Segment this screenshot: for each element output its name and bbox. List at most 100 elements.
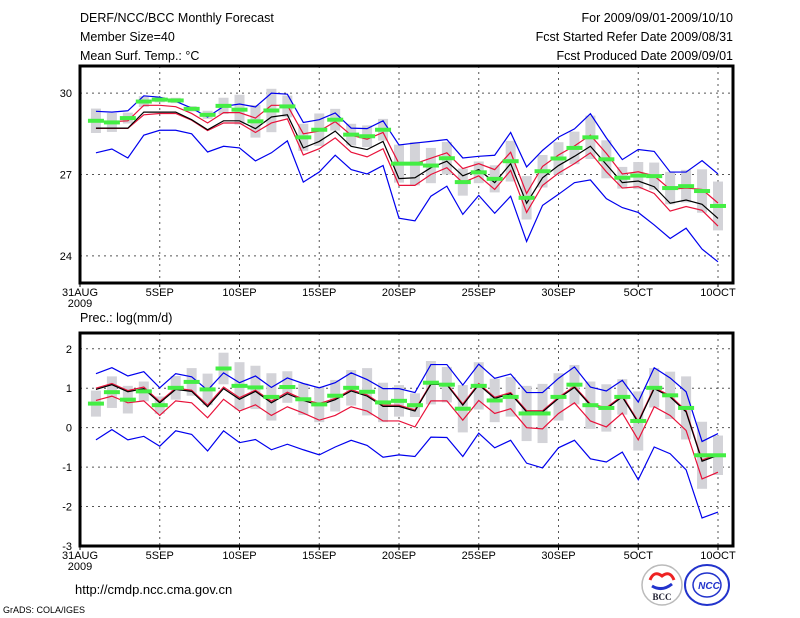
member-marker <box>598 157 615 162</box>
x-tick-label: 5SEP <box>146 550 174 562</box>
member-marker <box>550 394 567 399</box>
member-marker <box>119 397 136 402</box>
member-marker <box>199 387 216 392</box>
member-marker <box>470 170 487 175</box>
precipitation-chart: 31AUG 5SEP 10SEP 15SEP 20SEP 25SEP 30SEP 5OCT 10… <box>62 331 736 573</box>
forecast-produced-date: Fcst Produced Date 2009/09/01 <box>556 49 733 63</box>
y-tick-label: 0 <box>66 423 72 435</box>
plot-frame <box>78 64 735 285</box>
x-tick-label: 20SEP <box>382 550 416 562</box>
member-marker <box>422 163 439 168</box>
member-marker <box>614 175 631 180</box>
plot-frame <box>78 331 735 548</box>
member-marker <box>678 184 695 189</box>
x-tick-label: 10SEP <box>222 287 256 299</box>
member-marker <box>295 397 312 402</box>
member-marker <box>406 403 423 408</box>
member-marker <box>263 394 280 399</box>
member-marker <box>183 379 200 384</box>
member-marker <box>151 97 168 102</box>
y-tick-label: 1 <box>66 383 72 395</box>
member-marker <box>662 186 679 191</box>
top-variable-label: Mean Surf. Temp.: °C <box>80 49 199 63</box>
y-tick-label: 27 <box>60 170 72 182</box>
x-year-label: 2009 <box>68 298 92 310</box>
temperature-chart: 31AUG 5SEP 10SEP 15SEP 20SEP 25SEP 30SEP 5OCT 10… <box>60 64 736 310</box>
x-tick-label: 15SEP <box>302 550 336 562</box>
member-marker <box>135 99 152 104</box>
x-tick-label: 20SEP <box>382 287 416 299</box>
member-marker <box>279 104 296 109</box>
member-marker <box>87 118 104 123</box>
member-marker <box>422 380 439 385</box>
x-tick-label: 5OCT <box>624 287 654 299</box>
member-marker <box>295 135 312 140</box>
x-tick-label: 10SEP <box>222 550 256 562</box>
member-marker <box>103 120 120 125</box>
member-marker <box>359 134 376 139</box>
spread-upper-line <box>95 382 719 461</box>
website-url[interactable]: http://cmdp.ncc.cma.gov.cn <box>75 582 232 597</box>
x-tick-label: 30SEP <box>541 550 575 562</box>
envelope-lower-line <box>95 428 719 519</box>
x-tick-label: 31AUG <box>62 550 98 562</box>
member-marker <box>151 403 168 408</box>
y-tick-label: 2 <box>66 344 72 356</box>
ncc-logo: NCC <box>684 564 730 606</box>
member-marker <box>391 161 407 166</box>
member-marker <box>502 394 519 399</box>
member-marker <box>534 411 551 416</box>
member-marker <box>231 107 248 112</box>
x-tick-label: 31AUG <box>62 287 98 299</box>
member-marker <box>566 382 583 387</box>
member-marker <box>598 405 615 410</box>
member-marker <box>694 189 711 194</box>
x-tick-label: 10OCT <box>700 287 736 299</box>
envelope-upper-line <box>95 92 719 175</box>
member-marker <box>534 169 551 174</box>
member-marker <box>247 119 264 124</box>
ensemble-mean-line <box>95 383 719 462</box>
envelope-lower-line <box>95 129 719 263</box>
member-marker <box>343 132 360 137</box>
member-marker <box>582 403 599 408</box>
member-marker <box>454 180 471 185</box>
spread-lower-line <box>95 395 719 480</box>
member-marker <box>662 393 679 398</box>
member-marker <box>518 195 535 200</box>
member-marker <box>582 135 599 140</box>
member-marker <box>87 401 104 406</box>
x-tick-label: 5SEP <box>146 287 174 299</box>
member-marker <box>710 203 726 208</box>
member-marker <box>694 453 711 458</box>
member-marker <box>518 411 535 416</box>
member-marker <box>630 418 647 423</box>
forecast-period: For 2009/09/01-2009/10/10 <box>581 11 733 25</box>
member-marker <box>327 117 344 122</box>
x-tick-label: 30SEP <box>541 287 575 299</box>
member-marker <box>311 127 328 132</box>
grads-credit: GrADS: COLA/IGES <box>3 605 85 615</box>
member-marker <box>630 173 647 178</box>
member-marker <box>103 390 120 395</box>
member-marker <box>391 398 407 403</box>
member-marker <box>183 106 200 111</box>
member-marker <box>231 383 248 388</box>
member-marker <box>438 156 455 161</box>
member-marker <box>646 174 663 179</box>
member-marker <box>119 116 136 121</box>
member-marker <box>167 385 184 390</box>
member-marker <box>470 383 487 388</box>
member-marker <box>263 108 280 113</box>
member-marker <box>566 145 583 150</box>
member-marker <box>375 400 392 405</box>
member-marker <box>359 389 376 394</box>
precip-variable-label: Prec.: log(mm/d) <box>80 311 172 325</box>
y-tick-label: 24 <box>60 251 72 263</box>
member-marker <box>215 103 232 108</box>
member-marker <box>375 127 392 132</box>
y-tick-label: -3 <box>62 541 72 553</box>
x-tick-label: 5OCT <box>624 550 654 562</box>
member-marker <box>710 453 726 458</box>
